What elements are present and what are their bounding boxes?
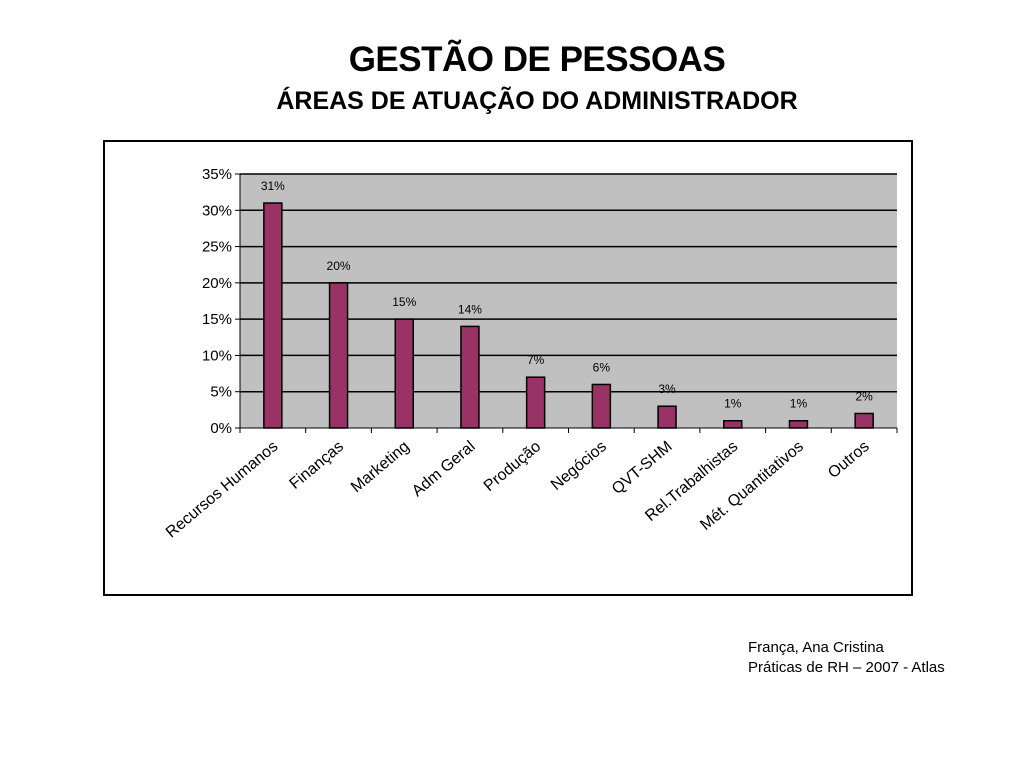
x-category-label: Finanças xyxy=(286,438,347,493)
bar xyxy=(854,412,874,429)
x-category-label: Recursos Humanos xyxy=(163,438,282,541)
x-category-label: Adm Geral xyxy=(409,438,479,500)
bar xyxy=(657,405,677,429)
x-category-label: Negócios xyxy=(548,438,610,494)
bar xyxy=(328,282,349,429)
bar xyxy=(460,325,480,429)
data-label: 6% xyxy=(593,360,611,374)
source-citation: França, Ana Cristina Práticas de RH – 20… xyxy=(748,638,945,678)
bar xyxy=(394,318,414,429)
x-category-label: QVT-SHM xyxy=(609,438,676,498)
bar xyxy=(788,419,809,429)
data-label: 20% xyxy=(327,259,351,273)
data-label: 1% xyxy=(790,397,808,411)
chart-frame: 0% 5% 10% 15% 20% 25% 30% 35% 31% Recursos Humano… xyxy=(103,140,913,596)
data-label: 15% xyxy=(392,295,416,309)
y-tick-label: 35% xyxy=(202,166,232,183)
data-label: 31% xyxy=(261,179,285,193)
data-label: 1% xyxy=(724,397,742,411)
data-label: 14% xyxy=(458,302,482,316)
data-label: 3% xyxy=(658,382,676,396)
bar xyxy=(263,202,283,429)
y-tick-label: 0% xyxy=(210,420,232,437)
data-label: 2% xyxy=(855,389,873,403)
bar xyxy=(525,376,546,429)
y-tick-label: 10% xyxy=(202,347,232,364)
page-title: GESTÃO DE PESSOAS xyxy=(348,40,726,79)
bar xyxy=(723,419,743,429)
x-category-label: Marketing xyxy=(348,438,413,496)
y-tick-label: 15% xyxy=(202,311,232,328)
source-author: França, Ana Cristina xyxy=(748,639,884,656)
plot-area xyxy=(240,174,897,428)
x-category-label: Produção xyxy=(481,438,544,495)
x-category-label: Outros xyxy=(825,438,873,482)
y-tick-label: 30% xyxy=(202,202,232,219)
y-tick-label: 25% xyxy=(202,239,232,256)
y-tick-label: 5% xyxy=(210,384,232,401)
page-subtitle: ÁREAS DE ATUAÇÃO DO ADMINISTRADOR xyxy=(276,87,798,115)
y-tick-label: 20% xyxy=(202,275,232,292)
data-label: 7% xyxy=(527,353,545,367)
source-publication: Práticas de RH – 2007 - Atlas xyxy=(748,659,945,676)
bar-chart: 0% 5% 10% 15% 20% 25% 30% 35% 31% Recursos Humano… xyxy=(163,166,898,541)
bar xyxy=(591,383,612,429)
